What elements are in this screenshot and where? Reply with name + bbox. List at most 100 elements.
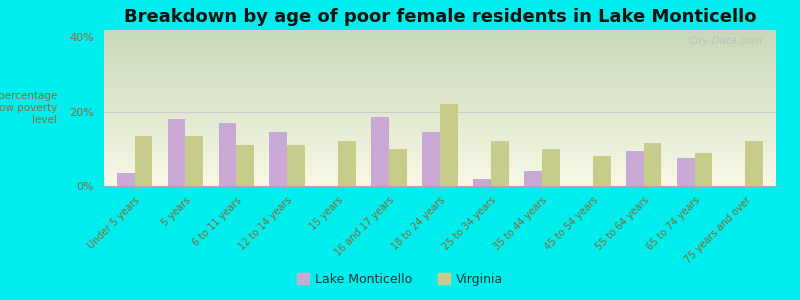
- Bar: [104, 167, 776, 169]
- Bar: [104, 70, 776, 72]
- Bar: [104, 183, 776, 184]
- Bar: [104, 110, 776, 111]
- Bar: [104, 117, 776, 119]
- Bar: [104, 111, 776, 113]
- Bar: [542, 149, 560, 186]
- Bar: [104, 158, 776, 160]
- Bar: [104, 49, 776, 50]
- Bar: [104, 92, 776, 94]
- Bar: [104, 160, 776, 161]
- Bar: [371, 117, 389, 186]
- Bar: [104, 38, 776, 39]
- Bar: [104, 164, 776, 166]
- Legend: Lake Monticello, Virginia: Lake Monticello, Virginia: [291, 268, 509, 291]
- Bar: [104, 36, 776, 38]
- Bar: [104, 68, 776, 69]
- Bar: [104, 78, 776, 80]
- Bar: [104, 99, 776, 100]
- Y-axis label: percentage
below poverty
level: percentage below poverty level: [0, 92, 57, 124]
- Bar: [104, 134, 776, 136]
- Bar: [104, 89, 776, 91]
- Bar: [104, 44, 776, 46]
- Title: Breakdown by age of poor female residents in Lake Monticello: Breakdown by age of poor female resident…: [124, 8, 756, 26]
- Bar: [389, 149, 407, 186]
- Bar: [104, 136, 776, 138]
- Bar: [104, 97, 776, 99]
- Bar: [104, 46, 776, 47]
- Bar: [104, 166, 776, 167]
- Bar: [117, 173, 134, 186]
- Bar: [104, 74, 776, 75]
- Bar: [104, 106, 776, 108]
- Bar: [104, 133, 776, 134]
- Bar: [491, 141, 509, 186]
- Bar: [104, 128, 776, 130]
- Bar: [104, 105, 776, 106]
- Bar: [104, 60, 776, 61]
- Bar: [104, 130, 776, 131]
- Bar: [104, 56, 776, 58]
- Bar: [644, 143, 662, 186]
- Bar: [104, 72, 776, 74]
- Bar: [104, 64, 776, 66]
- Bar: [104, 131, 776, 133]
- Bar: [104, 139, 776, 141]
- Bar: [104, 33, 776, 35]
- Bar: [104, 80, 776, 82]
- Bar: [168, 119, 186, 186]
- Bar: [104, 121, 776, 122]
- Bar: [104, 116, 776, 117]
- Bar: [104, 178, 776, 180]
- Bar: [104, 43, 776, 44]
- Bar: [104, 119, 776, 121]
- Bar: [236, 145, 254, 186]
- Bar: [104, 100, 776, 102]
- Bar: [104, 108, 776, 110]
- Bar: [440, 104, 458, 186]
- Bar: [104, 113, 776, 114]
- Bar: [104, 127, 776, 128]
- Bar: [104, 83, 776, 85]
- Bar: [104, 86, 776, 88]
- Bar: [104, 173, 776, 175]
- Bar: [104, 94, 776, 95]
- Bar: [104, 141, 776, 142]
- Bar: [104, 169, 776, 170]
- Bar: [746, 141, 763, 186]
- Bar: [104, 95, 776, 97]
- Bar: [104, 146, 776, 147]
- Bar: [287, 145, 305, 186]
- Bar: [104, 172, 776, 173]
- Bar: [134, 136, 152, 186]
- Bar: [104, 150, 776, 152]
- Bar: [104, 91, 776, 92]
- Bar: [104, 35, 776, 36]
- Bar: [694, 153, 712, 186]
- Bar: [104, 124, 776, 125]
- Bar: [593, 156, 610, 186]
- Bar: [104, 58, 776, 60]
- Bar: [104, 53, 776, 55]
- Bar: [104, 170, 776, 172]
- Bar: [104, 181, 776, 183]
- Bar: [104, 184, 776, 186]
- Bar: [104, 138, 776, 139]
- Bar: [104, 69, 776, 70]
- Bar: [270, 132, 287, 186]
- Bar: [104, 152, 776, 153]
- Bar: [104, 52, 776, 53]
- Bar: [104, 155, 776, 156]
- Bar: [626, 151, 644, 186]
- Bar: [104, 144, 776, 146]
- Bar: [104, 177, 776, 178]
- Bar: [186, 136, 203, 186]
- Bar: [104, 114, 776, 116]
- Bar: [104, 66, 776, 68]
- Bar: [104, 125, 776, 127]
- Bar: [104, 147, 776, 148]
- Bar: [104, 163, 776, 164]
- Bar: [104, 103, 776, 105]
- Bar: [104, 77, 776, 78]
- Bar: [104, 63, 776, 64]
- Bar: [524, 171, 542, 186]
